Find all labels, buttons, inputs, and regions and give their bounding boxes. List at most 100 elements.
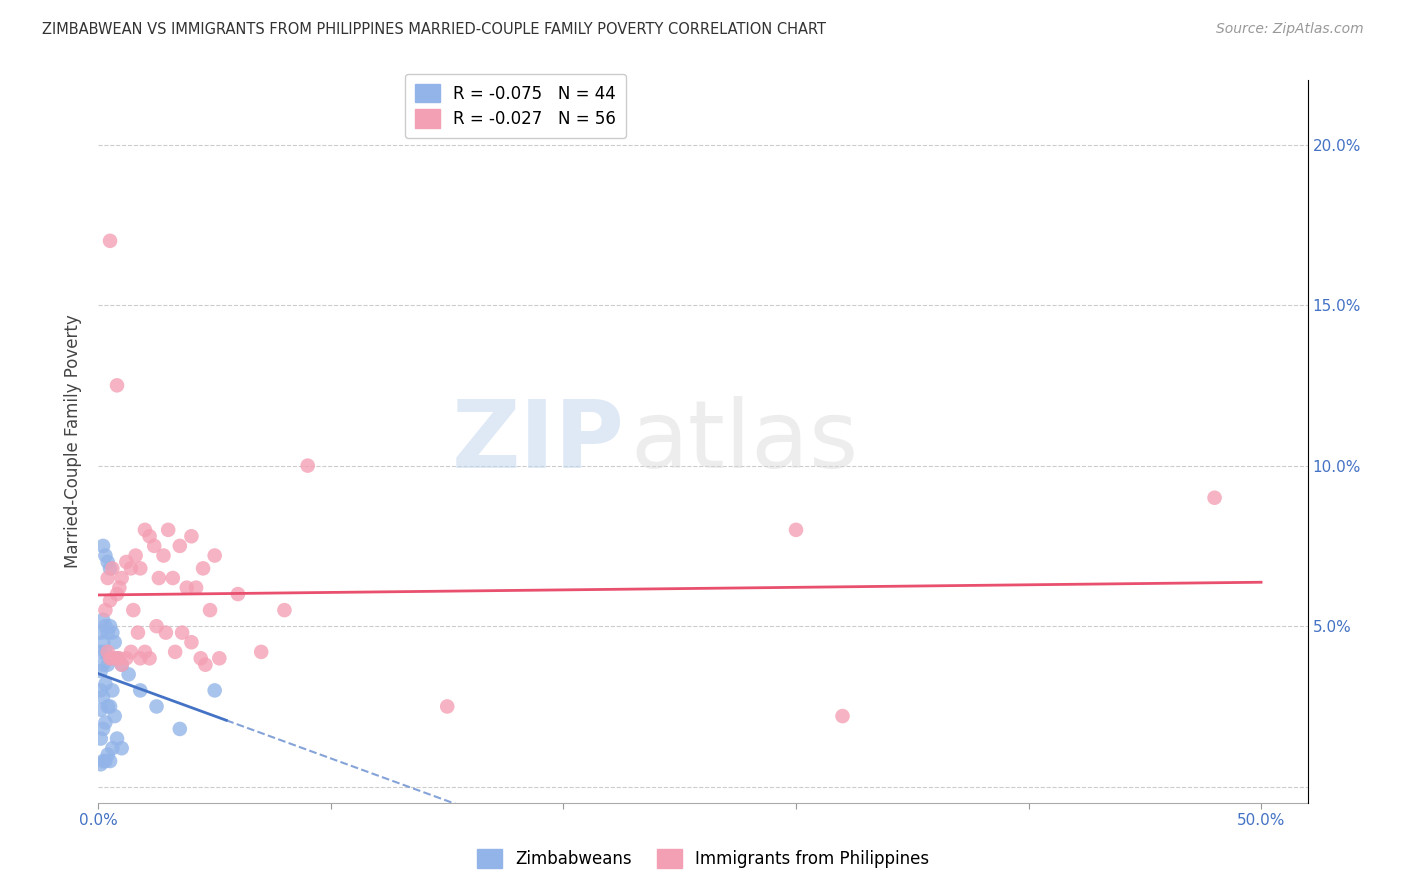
- Point: [194, 657, 217, 672]
- Point: [90, 664, 112, 678]
- Point: [191, 561, 214, 575]
- Point: [169, 539, 191, 553]
- Point: [124, 549, 146, 563]
- Point: [94, 619, 117, 633]
- Point: [148, 571, 170, 585]
- Point: [184, 581, 207, 595]
- Point: [108, 581, 131, 595]
- Point: [152, 549, 174, 563]
- Point: [97, 555, 120, 569]
- Point: [101, 741, 124, 756]
- Point: [134, 523, 156, 537]
- Point: [104, 709, 127, 723]
- Point: [134, 645, 156, 659]
- Point: [145, 699, 167, 714]
- Point: [138, 529, 160, 543]
- Point: [176, 581, 198, 595]
- Point: [111, 657, 134, 672]
- Text: Source: ZipAtlas.com: Source: ZipAtlas.com: [1216, 22, 1364, 37]
- Legend: Zimbabweans, Immigrants from Philippines: Zimbabweans, Immigrants from Philippines: [470, 843, 936, 875]
- Point: [90, 625, 112, 640]
- Point: [94, 715, 117, 730]
- Point: [129, 651, 152, 665]
- Point: [98, 234, 121, 248]
- Point: [111, 571, 134, 585]
- Point: [165, 645, 187, 659]
- Point: [94, 677, 117, 691]
- Point: [98, 561, 121, 575]
- Point: [97, 699, 120, 714]
- Point: [91, 613, 114, 627]
- Point: [120, 645, 142, 659]
- Text: ZIMBABWEAN VS IMMIGRANTS FROM PHILIPPINES MARRIED-COUPLE FAMILY POVERTY CORRELAT: ZIMBABWEAN VS IMMIGRANTS FROM PHILIPPINE…: [42, 22, 827, 37]
- Point: [101, 683, 124, 698]
- Point: [105, 651, 128, 665]
- Point: [97, 657, 120, 672]
- Point: [129, 561, 152, 575]
- Point: [94, 645, 117, 659]
- Point: [115, 555, 138, 569]
- Point: [198, 603, 221, 617]
- Point: [101, 651, 124, 665]
- Point: [94, 603, 117, 617]
- Point: [831, 709, 853, 723]
- Point: [90, 731, 112, 746]
- Point: [297, 458, 319, 473]
- Text: ZIP: ZIP: [451, 395, 624, 488]
- Point: [143, 539, 166, 553]
- Point: [204, 549, 226, 563]
- Point: [157, 523, 180, 537]
- Point: [436, 699, 458, 714]
- Point: [120, 561, 142, 575]
- Point: [91, 657, 114, 672]
- Point: [91, 690, 114, 704]
- Point: [97, 747, 120, 762]
- Point: [204, 683, 226, 698]
- Point: [1204, 491, 1226, 505]
- Point: [180, 529, 202, 543]
- Point: [98, 593, 121, 607]
- Point: [108, 651, 131, 665]
- Point: [98, 619, 121, 633]
- Point: [115, 651, 138, 665]
- Point: [180, 635, 202, 649]
- Legend: R = -0.075   N = 44, R = -0.027   N = 56: R = -0.075 N = 44, R = -0.027 N = 56: [405, 74, 626, 138]
- Point: [162, 571, 184, 585]
- Point: [273, 603, 295, 617]
- Point: [90, 757, 112, 772]
- Point: [101, 625, 124, 640]
- Point: [91, 754, 114, 768]
- Point: [169, 722, 191, 736]
- Point: [94, 754, 117, 768]
- Point: [97, 571, 120, 585]
- Point: [111, 741, 134, 756]
- Point: [97, 625, 120, 640]
- Point: [127, 625, 149, 640]
- Point: [90, 703, 112, 717]
- Point: [90, 645, 112, 659]
- Point: [91, 635, 114, 649]
- Point: [90, 683, 112, 698]
- Point: [94, 549, 117, 563]
- Point: [111, 657, 134, 672]
- Point: [98, 651, 121, 665]
- Point: [97, 645, 120, 659]
- Point: [105, 378, 128, 392]
- Point: [105, 651, 128, 665]
- Point: [208, 651, 231, 665]
- Point: [172, 625, 194, 640]
- Point: [138, 651, 160, 665]
- Point: [98, 651, 121, 665]
- Point: [101, 561, 124, 575]
- Point: [226, 587, 249, 601]
- Y-axis label: Married-Couple Family Poverty: Married-Couple Family Poverty: [65, 315, 83, 568]
- Point: [98, 754, 121, 768]
- Point: [98, 699, 121, 714]
- Point: [91, 722, 114, 736]
- Point: [190, 651, 212, 665]
- Point: [91, 539, 114, 553]
- Point: [129, 683, 152, 698]
- Text: atlas: atlas: [630, 395, 859, 488]
- Point: [105, 731, 128, 746]
- Point: [122, 603, 145, 617]
